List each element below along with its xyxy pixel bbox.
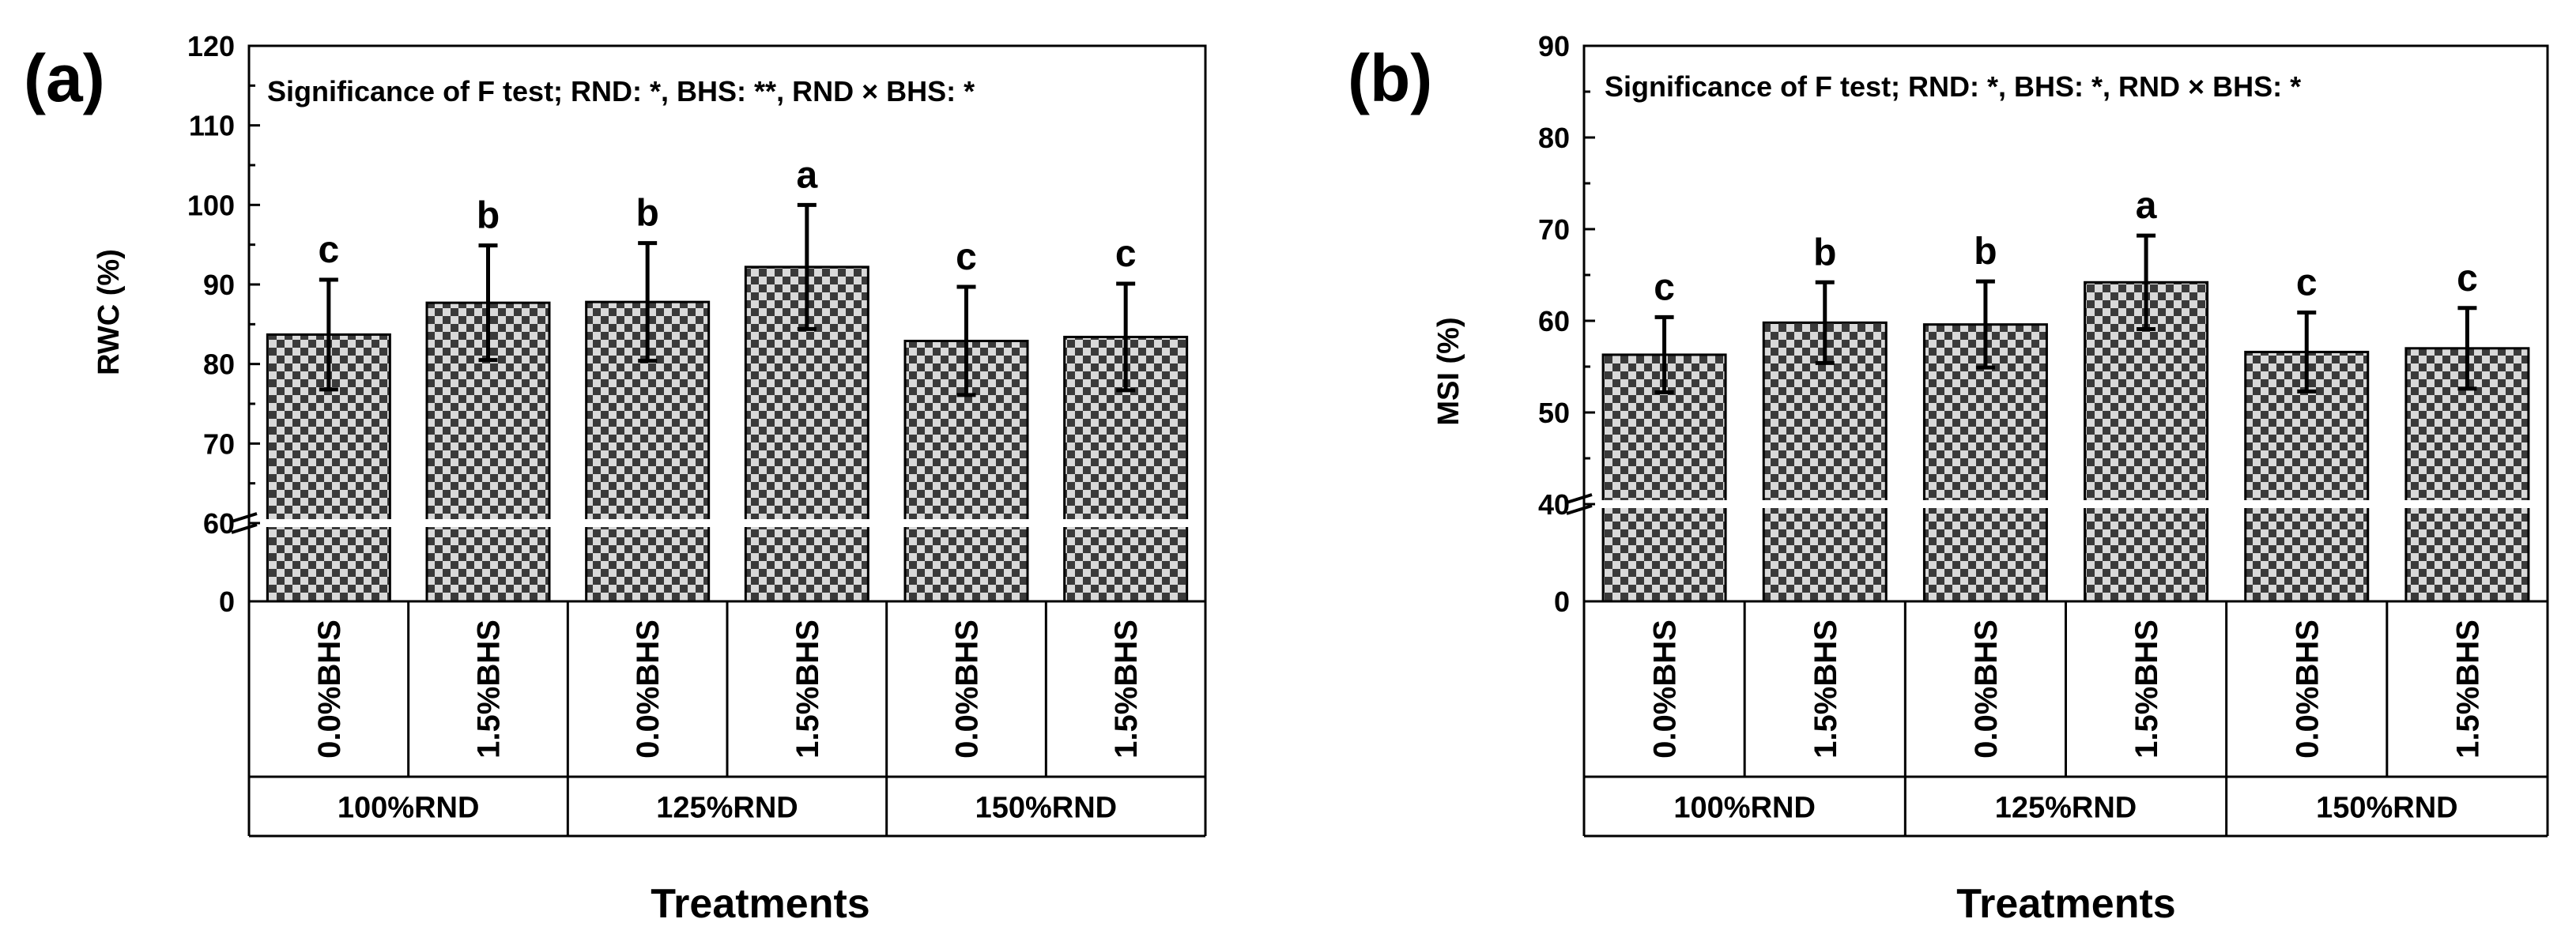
panel-a: (a) RWC (%) Significance of F test; RND:…	[24, 30, 1207, 927]
significance-letter: b	[477, 195, 500, 237]
y-tick-label: 0	[1554, 586, 1570, 618]
axis-break-mark	[1566, 493, 1593, 504]
significance-letter: c	[318, 229, 339, 271]
y-tick-label: 90	[203, 269, 235, 301]
y-axis-label: MSI (%)	[1432, 317, 1465, 425]
category-label: 0.0%BHS	[631, 619, 666, 759]
significance-letter: c	[2296, 262, 2318, 304]
y-tick-label: 60	[1538, 305, 1570, 337]
category-label: 1.5%BHS	[472, 619, 507, 759]
significance-letter: c	[2457, 258, 2478, 299]
category-label: 0.0%BHS	[2290, 619, 2325, 759]
group-label: 100%RND	[1673, 792, 1816, 825]
category-labels: 0.0%BHS 1.5%BHS 0.0%BHS 1.5%BHS 0.0%BHS 1.5%B…	[312, 619, 1144, 759]
group-label: 150%RND	[975, 792, 1118, 825]
bar	[2244, 350, 2370, 603]
bar	[1922, 323, 2048, 603]
y-tick-label: 100	[187, 189, 235, 221]
category-label: 1.5%BHS	[1808, 619, 1843, 759]
category-labels: 0.0%BHS 1.5%BHS 0.0%BHS 1.5%BHS 0.0%BHS 1.5%B…	[1648, 619, 2486, 759]
group-labels: 100%RND 125%RND 150%RND	[1673, 792, 2457, 825]
significance-letter: a	[2136, 185, 2157, 227]
group-label: 125%RND	[656, 792, 798, 825]
x-axis-title: Treatments	[1956, 881, 2175, 927]
category-label: 0.0%BHS	[1969, 619, 2004, 759]
significance-letter: c	[956, 236, 977, 278]
y-tick-labels: 0 40 50 60 70 80 90	[1538, 30, 1570, 618]
y-axis-label: RWC (%)	[92, 249, 126, 375]
bar	[2084, 281, 2209, 603]
significance-letter: b	[1974, 231, 1997, 273]
category-label: 0.0%BHS	[950, 619, 985, 759]
category-label: 1.5%BHS	[1109, 619, 1144, 759]
category-label: 0.0%BHS	[1648, 619, 1683, 759]
y-tick-label: 70	[203, 427, 235, 460]
significance-letter: a	[796, 154, 817, 196]
panel-label: (b)	[1348, 41, 1432, 115]
panel-b: (b) MSI (%) Significance of F test; RND:…	[1348, 30, 2549, 927]
category-label: 1.5%BHS	[790, 619, 825, 759]
group-label: 125%RND	[1995, 792, 2137, 825]
bars: c b b a c c	[1566, 185, 2548, 603]
y-tick-label: 70	[1538, 213, 1570, 246]
y-tick-label: 80	[203, 348, 235, 381]
axis-break-mark	[231, 523, 258, 534]
significance-annotation: Significance of F test; RND: *, BHS: *, …	[1605, 70, 2301, 103]
group-label: 100%RND	[338, 792, 480, 825]
significance-annotation: Significance of F test; RND: *, BHS: **,…	[267, 75, 975, 107]
significance-letter: b	[1813, 232, 1836, 273]
y-tick-label: 80	[1538, 122, 1570, 154]
bars: c b b a c c	[231, 154, 1205, 603]
category-label: 1.5%BHS	[2450, 619, 2485, 759]
significance-letter: c	[1654, 266, 1675, 308]
y-tick-label: 0	[219, 586, 235, 618]
axes-frame	[247, 44, 1207, 838]
y-tick-label: 50	[1538, 397, 1570, 429]
y-tick-label: 110	[189, 110, 235, 142]
category-label: 0.0%BHS	[312, 619, 347, 759]
significance-letter: b	[636, 193, 659, 235]
y-tick-labels: 0 60 70 80 90 100 110 120	[187, 30, 235, 618]
y-tick-label: 40	[1538, 488, 1570, 521]
panel-label: (a)	[24, 41, 105, 115]
category-label: 1.5%BHS	[2129, 619, 2164, 759]
y-tick-label: 120	[187, 30, 235, 62]
bar	[1762, 321, 1888, 603]
x-axis-title: Treatments	[651, 881, 869, 927]
y-tick-label: 90	[1538, 30, 1570, 62]
plot-frame	[247, 44, 1207, 603]
axis-break-gap	[241, 519, 1205, 527]
bar	[1601, 353, 1727, 603]
axis-break-mark	[231, 512, 258, 523]
group-label: 150%RND	[2316, 792, 2458, 825]
axes-frame	[1582, 44, 2549, 838]
y-tick-label: 60	[203, 507, 235, 540]
significance-letter: c	[1115, 233, 1137, 275]
axis-break-mark	[1566, 504, 1593, 515]
group-labels: 100%RND 125%RND 150%RND	[338, 792, 1117, 825]
plot-frame	[1582, 44, 2549, 603]
axis-break-gap	[1576, 500, 2548, 508]
